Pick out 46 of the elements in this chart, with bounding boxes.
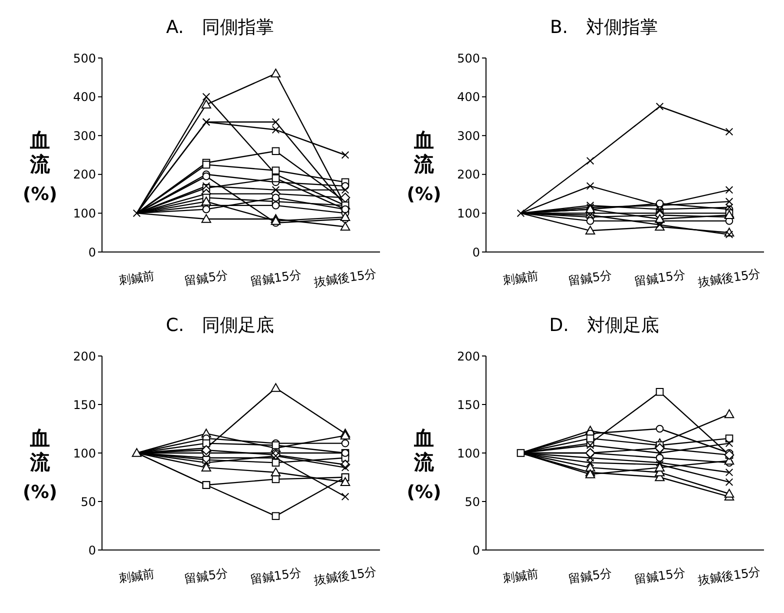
chart-title: A. 同側指掌	[165, 16, 275, 40]
x-tick-label: 抜鍼後15分	[312, 564, 378, 588]
y-tick-label: 300	[73, 128, 96, 143]
chart-title: D. 対側足底	[548, 314, 660, 338]
y-tick-label: 500	[73, 51, 96, 66]
y-tick-label: 300	[457, 128, 480, 143]
x-tick-label: 留鍼5分	[568, 268, 613, 288]
y-tick-label: 200	[73, 168, 96, 182]
y-tick-label: 500	[457, 51, 480, 66]
y-tick-label: 150	[73, 398, 96, 412]
chart-title: C. 同側足底	[164, 314, 276, 338]
y-tick-label: 0	[472, 245, 480, 260]
x-tick-label: 刺鍼前	[118, 566, 156, 586]
chart-title: B. 対側指掌	[548, 16, 660, 40]
y-axis-title: 血流(%)	[406, 426, 442, 503]
y-axis-title: 血流(%)	[22, 128, 58, 205]
y-axis-title: 血流(%)	[406, 128, 442, 205]
y-tick-label: 0	[88, 543, 96, 558]
y-tick-label: 0	[88, 245, 96, 260]
x-tick-label: 留鍼15分	[633, 268, 686, 288]
y-tick-label: 150	[457, 398, 480, 412]
x-tick-label: 刺鍼前	[502, 566, 540, 586]
x-tick-label: 刺鍼前	[118, 268, 156, 288]
y-tick-label: 50	[80, 494, 96, 509]
y-tick-label: 200	[457, 349, 480, 364]
y-tick-label: 100	[457, 446, 480, 460]
y-axis-title: 血流(%)	[22, 426, 58, 503]
x-tick-label: 留鍼5分	[568, 566, 613, 586]
x-tick-label: 留鍼15分	[633, 566, 686, 586]
y-tick-label: 400	[457, 90, 480, 104]
y-tick-label: 100	[73, 206, 96, 220]
x-tick-label: 抜鍼後15分	[696, 564, 762, 588]
y-tick-label: 400	[73, 90, 96, 104]
x-tick-label: 抜鍼後15分	[312, 266, 378, 290]
x-tick-label: 留鍼15分	[249, 268, 302, 288]
y-tick-label: 0	[472, 543, 480, 558]
x-tick-label: 留鍼5分	[184, 268, 229, 288]
y-tick-label: 100	[73, 446, 96, 460]
x-tick-label: 留鍼5分	[184, 566, 229, 586]
x-tick-label: 抜鍼後15分	[696, 266, 762, 290]
y-tick-label: 200	[457, 168, 480, 182]
y-tick-label: 100	[457, 206, 480, 220]
y-tick-label: 200	[73, 349, 96, 364]
x-tick-label: 刺鍼前	[502, 268, 540, 288]
y-tick-label: 50	[464, 494, 480, 509]
x-tick-label: 留鍼15分	[249, 566, 302, 586]
